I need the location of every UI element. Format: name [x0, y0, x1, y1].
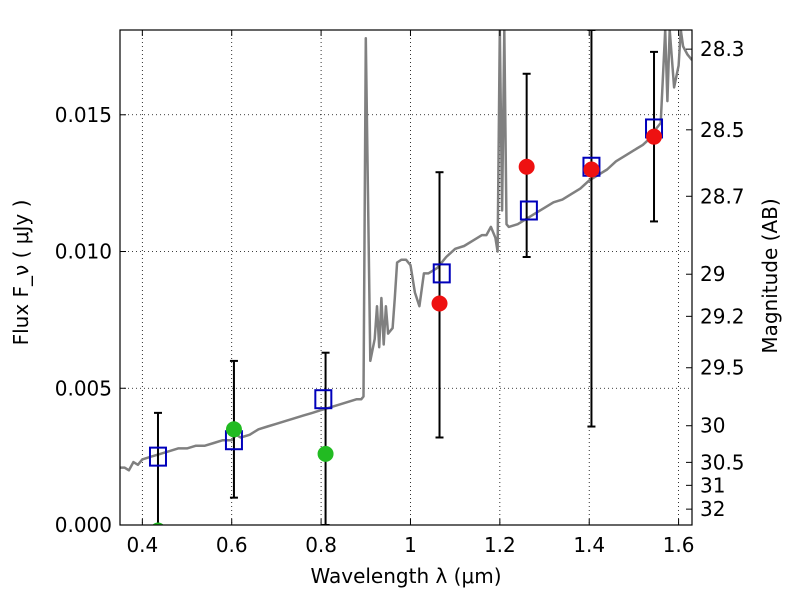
x-tick-label: 1.6	[663, 533, 695, 557]
y2-tick-label: 32	[700, 497, 725, 521]
model-square-marker	[148, 446, 167, 467]
x-axis-label: Wavelength λ (μm)	[310, 564, 501, 588]
series-layer	[120, 30, 692, 525]
x-tick-label: 1.4	[573, 533, 605, 557]
plot-area	[120, 30, 692, 525]
y2-tick-label: 30	[700, 414, 725, 438]
observed-circle-marker	[225, 421, 242, 438]
x-tick-label: 0.4	[126, 533, 158, 557]
observed-circle-marker	[518, 158, 535, 175]
plot-frame	[119, 29, 693, 526]
y2-tick-label: 29.5	[700, 356, 745, 380]
y-tick-label: 0.005	[55, 376, 112, 400]
axis-ticks: 0.4 0.6 0.8 1 1.2 1.4 1.6 0.000 0.005 0.010 0.015 2…	[55, 30, 745, 557]
observed-circle-marker	[431, 295, 448, 312]
model-square-marker	[519, 200, 538, 221]
y-axis-label: Flux F_ν ( μJy )	[9, 200, 33, 346]
model-square-marker	[432, 263, 451, 284]
y2-tick-label: 29.2	[700, 304, 745, 328]
y-tick-label: 0.015	[55, 103, 112, 127]
y2-tick-label: 28.5	[700, 118, 745, 142]
x-tick-label: 0.6	[216, 533, 248, 557]
model-square-marker	[314, 389, 333, 410]
y-tick-label: 0.000	[55, 513, 112, 537]
observed-circle-marker	[583, 161, 600, 178]
x-tick-label: 1.2	[484, 533, 516, 557]
y-tick-label: 0.010	[55, 240, 112, 264]
x-tick-label: 1	[404, 533, 417, 557]
spectrum-line	[120, 30, 692, 472]
y2-tick-label: 28.7	[700, 184, 745, 208]
y2-tick-label: 28.3	[700, 37, 745, 61]
observed-circle-marker	[646, 128, 663, 145]
grid	[120, 30, 692, 526]
x-tick-label: 0.8	[305, 533, 337, 557]
y2-axis-label: Magnitude (AB)	[758, 198, 782, 353]
y2-tick-label: 29	[700, 262, 725, 286]
observed-circle-marker	[317, 445, 334, 462]
y2-tick-label: 31	[700, 473, 725, 497]
y2-tick-label: 30.5	[700, 450, 745, 474]
